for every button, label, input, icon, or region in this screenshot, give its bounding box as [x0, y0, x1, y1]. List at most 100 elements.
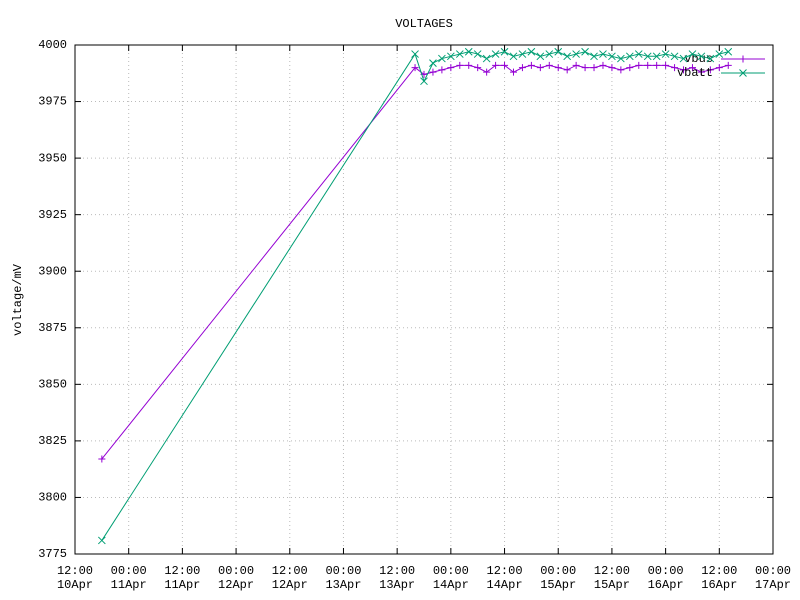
- marker: [429, 59, 437, 67]
- marker: [635, 61, 643, 69]
- marker: [644, 61, 652, 69]
- y-tick-label: 4000: [38, 38, 67, 52]
- marker: [473, 50, 482, 58]
- x-tick-label: 12:00 10Apr: [56, 564, 93, 592]
- marker: [671, 64, 679, 72]
- y-tick-label: 3775: [38, 547, 67, 561]
- marker: [739, 55, 747, 63]
- marker: [420, 77, 428, 86]
- x-tick-label: 12:00 12Apr: [271, 564, 308, 592]
- marker: [634, 50, 643, 58]
- y-axis-label: voltage/mV: [11, 263, 25, 336]
- plot-frame: [74, 44, 774, 555]
- marker: [581, 64, 589, 72]
- y-tick-label: 3875: [38, 321, 67, 335]
- marker: [590, 64, 598, 72]
- marker: [464, 47, 473, 56]
- marker: [697, 68, 705, 76]
- legend-label: vbatt: [677, 66, 713, 80]
- marker: [662, 61, 670, 69]
- y-tick-label: 3925: [38, 208, 67, 222]
- x-tick-label: 12:00 15Apr: [593, 564, 630, 592]
- marker: [739, 69, 747, 77]
- marker: [536, 52, 545, 61]
- y-tick-label: 3975: [38, 95, 67, 109]
- marker: [492, 61, 500, 69]
- marker: [572, 61, 580, 69]
- series-line: [101, 64, 729, 460]
- marker: [688, 64, 696, 72]
- marker: [652, 52, 661, 61]
- marker: [545, 50, 554, 58]
- marker: [411, 64, 419, 72]
- x-tick-label: 00:00 11Apr: [110, 564, 147, 592]
- marker: [518, 64, 526, 72]
- marker: [617, 66, 625, 74]
- marker: [554, 47, 563, 56]
- x-tick-label: 12:00 16Apr: [701, 564, 738, 592]
- marker: [501, 61, 509, 69]
- marker: [661, 50, 670, 58]
- marker: [455, 50, 464, 58]
- y-tick-label: 3900: [38, 264, 67, 278]
- marker: [438, 66, 446, 74]
- marker: [670, 52, 679, 61]
- marker: [617, 54, 625, 63]
- marker: [608, 52, 616, 61]
- x-tick-label: 12:00 13Apr: [379, 564, 416, 592]
- marker: [518, 50, 527, 58]
- marker: [456, 61, 464, 69]
- series-line: [101, 51, 729, 541]
- x-tick-label: 00:00 13Apr: [325, 564, 362, 592]
- marker: [438, 54, 446, 63]
- marker: [411, 50, 419, 58]
- y-tick-label: 3950: [38, 151, 67, 165]
- marker: [724, 47, 733, 56]
- marker: [509, 52, 518, 61]
- marker: [643, 52, 652, 61]
- marker: [724, 61, 732, 69]
- x-tick-label: 00:00 17Apr: [754, 564, 791, 592]
- marker: [625, 52, 634, 61]
- y-tick-label: 3850: [38, 378, 67, 392]
- marker: [465, 61, 473, 69]
- y-tick-label: 3800: [38, 491, 67, 505]
- marker: [482, 54, 491, 63]
- x-tick-label: 12:00 14Apr: [486, 564, 523, 592]
- marker: [545, 61, 553, 69]
- marker: [715, 50, 724, 58]
- marker: [527, 47, 536, 56]
- marker: [706, 66, 714, 74]
- marker: [491, 50, 500, 58]
- marker: [608, 64, 616, 72]
- chart-title: VOLTAGES: [395, 17, 453, 31]
- marker: [527, 61, 535, 69]
- marker: [581, 47, 589, 56]
- marker: [97, 536, 106, 545]
- marker: [599, 61, 607, 69]
- x-tick-label: 00:00 12Apr: [218, 564, 255, 592]
- marker: [98, 455, 106, 463]
- marker: [653, 61, 661, 69]
- x-tick-label: 00:00 15Apr: [540, 564, 577, 592]
- x-tick-label: 12:00 11Apr: [164, 564, 201, 592]
- x-tick-label: 00:00 16Apr: [647, 564, 684, 592]
- marker: [429, 68, 437, 76]
- x-tick-label: 00:00 14Apr: [432, 564, 469, 592]
- marker: [679, 54, 688, 63]
- marker: [572, 50, 580, 58]
- marker: [715, 64, 723, 72]
- marker: [447, 64, 455, 72]
- marker: [509, 68, 517, 76]
- marker: [590, 52, 598, 61]
- marker: [626, 64, 634, 72]
- marker: [536, 64, 544, 72]
- marker: [563, 66, 571, 74]
- marker: [446, 52, 455, 61]
- marker: [706, 54, 715, 63]
- marker: [474, 64, 482, 72]
- y-tick-label: 3825: [38, 434, 67, 448]
- marker: [688, 50, 697, 58]
